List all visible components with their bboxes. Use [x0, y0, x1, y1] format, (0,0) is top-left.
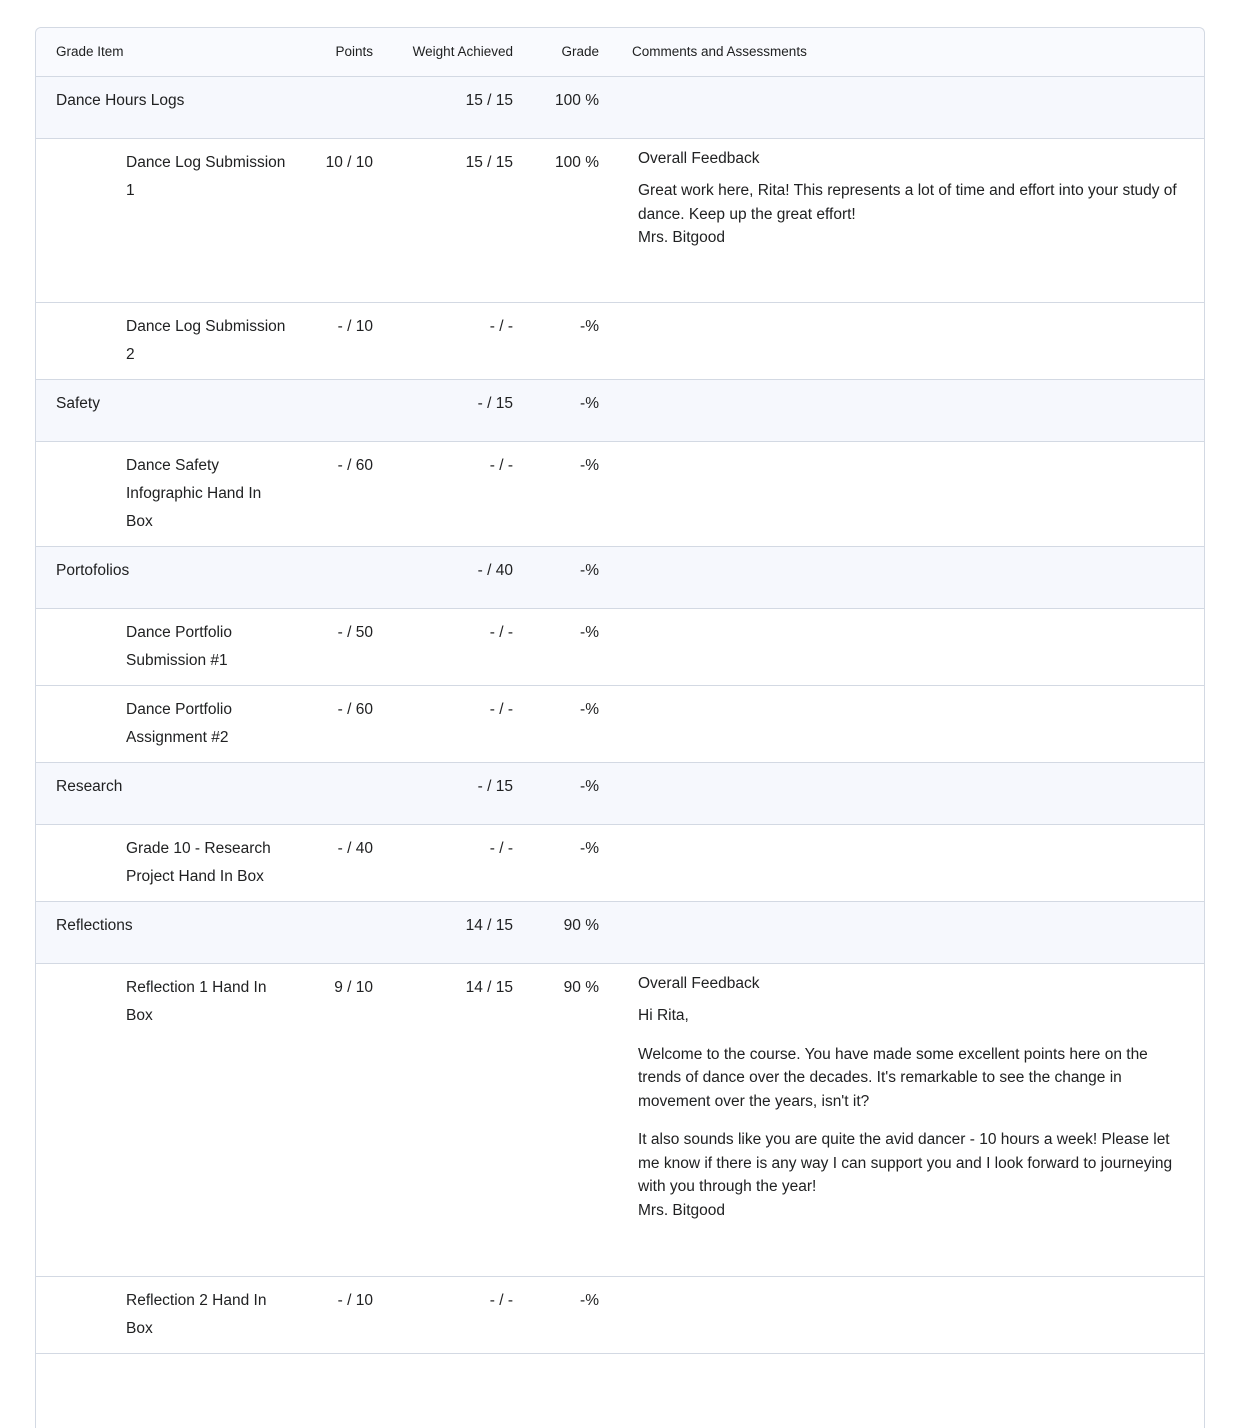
category-row: Portofolios - / 40 -%	[36, 547, 1204, 609]
grade-value: -%	[580, 395, 599, 412]
grade-value: 100 %	[555, 154, 599, 171]
table-header: Grade Item Points Weight Achieved Grade …	[36, 28, 1204, 77]
feedback-paragraph: Great work here, Rita! This represents a…	[638, 182, 1177, 246]
points-value: - / 10	[337, 1292, 373, 1309]
grade-value: -%	[580, 778, 599, 795]
grade-value: -%	[580, 1292, 599, 1309]
weight-achieved-value: - / -	[489, 318, 513, 335]
grade-value: -%	[580, 562, 599, 579]
table-row: Reflection 1 Hand In Box 9 / 10 14 / 15 90 …	[36, 964, 1204, 1277]
header-grade: Grade	[561, 44, 599, 59]
table-row: Dance Safety Infographic Hand In Box - / …	[36, 442, 1204, 547]
feedback-title: Overall Feedback	[638, 975, 760, 992]
weight-achieved-value: 14 / 15	[465, 979, 513, 996]
grade-value: -%	[580, 457, 599, 474]
header-weight-achieved: Weight Achieved	[412, 44, 513, 59]
feedback-paragraph: It also sounds like you are quite the av…	[638, 1131, 1173, 1219]
points-value: - / 40	[337, 840, 373, 857]
weight-achieved-value: 15 / 15	[465, 92, 513, 109]
grade-item-name[interactable]: Dance Log Submission 1	[126, 154, 286, 199]
weight-achieved-value: - / -	[489, 701, 513, 718]
grade-item-name[interactable]: Dance Portfolio Submission #1	[126, 624, 232, 669]
header-comments: Comments and Assessments	[632, 44, 807, 59]
category-row: Reflections 14 / 15 90 %	[36, 902, 1204, 964]
grade-item-name: Research	[56, 778, 123, 795]
grade-value: 90 %	[563, 979, 599, 996]
points-value: - / 10	[337, 318, 373, 335]
weight-achieved-value: - / 15	[477, 395, 513, 412]
grade-item-name: Safety	[56, 395, 100, 412]
table-row: Dance Portfolio Submission #1 - / 50 - / -…	[36, 609, 1204, 686]
points-value: 9 / 10	[334, 979, 373, 996]
weight-achieved-value: - / 15	[477, 778, 513, 795]
grade-item-name[interactable]: Grade 10 - Research Project Hand In Box	[126, 840, 271, 885]
grade-item-name[interactable]: Dance Portfolio Assignment #2	[126, 701, 232, 746]
feedback: Overall Feedback Hi Rita, Welcome to the c…	[638, 972, 1178, 1222]
category-row: Safety - / 15 -%	[36, 380, 1204, 442]
table-row: Dance Portfolio Assignment #2 - / 60 - / -…	[36, 686, 1204, 763]
feedback-paragraph: Hi Rita,	[638, 1007, 689, 1024]
grade-item-name[interactable]: Dance Log Submission 2	[126, 318, 286, 363]
grade-item-name: Portofolios	[56, 562, 130, 579]
table-row: Dance Log Submission 2 - / 10 - / - -%	[36, 303, 1204, 380]
table-row: Dance Log Submission 1 10 / 10 15 / 15 100 …	[36, 139, 1204, 303]
grade-value: 100 %	[555, 92, 599, 109]
weight-achieved-value: - / -	[489, 624, 513, 641]
grades-table: Grade Item Points Weight Achieved Grade …	[35, 27, 1205, 1428]
feedback-title: Overall Feedback	[638, 150, 760, 167]
points-value: - / 60	[337, 701, 373, 718]
weight-achieved-value: - / 40	[477, 562, 513, 579]
grade-item-name[interactable]: Reflection 1 Hand In Box	[126, 979, 267, 1024]
grade-item-name: Dance Hours Logs	[56, 92, 185, 109]
weight-achieved-value: - / -	[489, 1292, 513, 1309]
weight-achieved-value: 15 / 15	[465, 154, 513, 171]
grade-item-name: Reflections	[56, 917, 133, 934]
points-value: - / 60	[337, 457, 373, 474]
points-value: - / 50	[337, 624, 373, 641]
grade-value: -%	[580, 318, 599, 335]
feedback: Overall Feedback Great work here, Rita! T…	[638, 147, 1178, 250]
feedback-paragraph: Welcome to the course. You have made som…	[638, 1045, 1148, 1110]
grade-item-name[interactable]: Dance Safety Infographic Hand In Box	[126, 457, 262, 530]
header-points: Points	[335, 44, 373, 59]
table-row: Reflection 2 Hand In Box - / 10 - / - -%	[36, 1277, 1204, 1354]
weight-achieved-value: - / -	[489, 457, 513, 474]
points-value: 10 / 10	[325, 154, 373, 171]
header-grade-item: Grade Item	[56, 44, 124, 59]
weight-achieved-value: - / -	[489, 840, 513, 857]
grade-value: -%	[580, 840, 599, 857]
grade-value: -%	[580, 624, 599, 641]
category-row: Dance Hours Logs 15 / 15 100 %	[36, 77, 1204, 139]
weight-achieved-value: 14 / 15	[465, 917, 513, 934]
table-row: Grade 10 - Research Project Hand In Box -…	[36, 825, 1204, 902]
grade-value: -%	[580, 701, 599, 718]
category-row: Research - / 15 -%	[36, 763, 1204, 825]
grade-item-name[interactable]: Reflection 2 Hand In Box	[126, 1292, 267, 1337]
grade-value: 90 %	[563, 917, 599, 934]
